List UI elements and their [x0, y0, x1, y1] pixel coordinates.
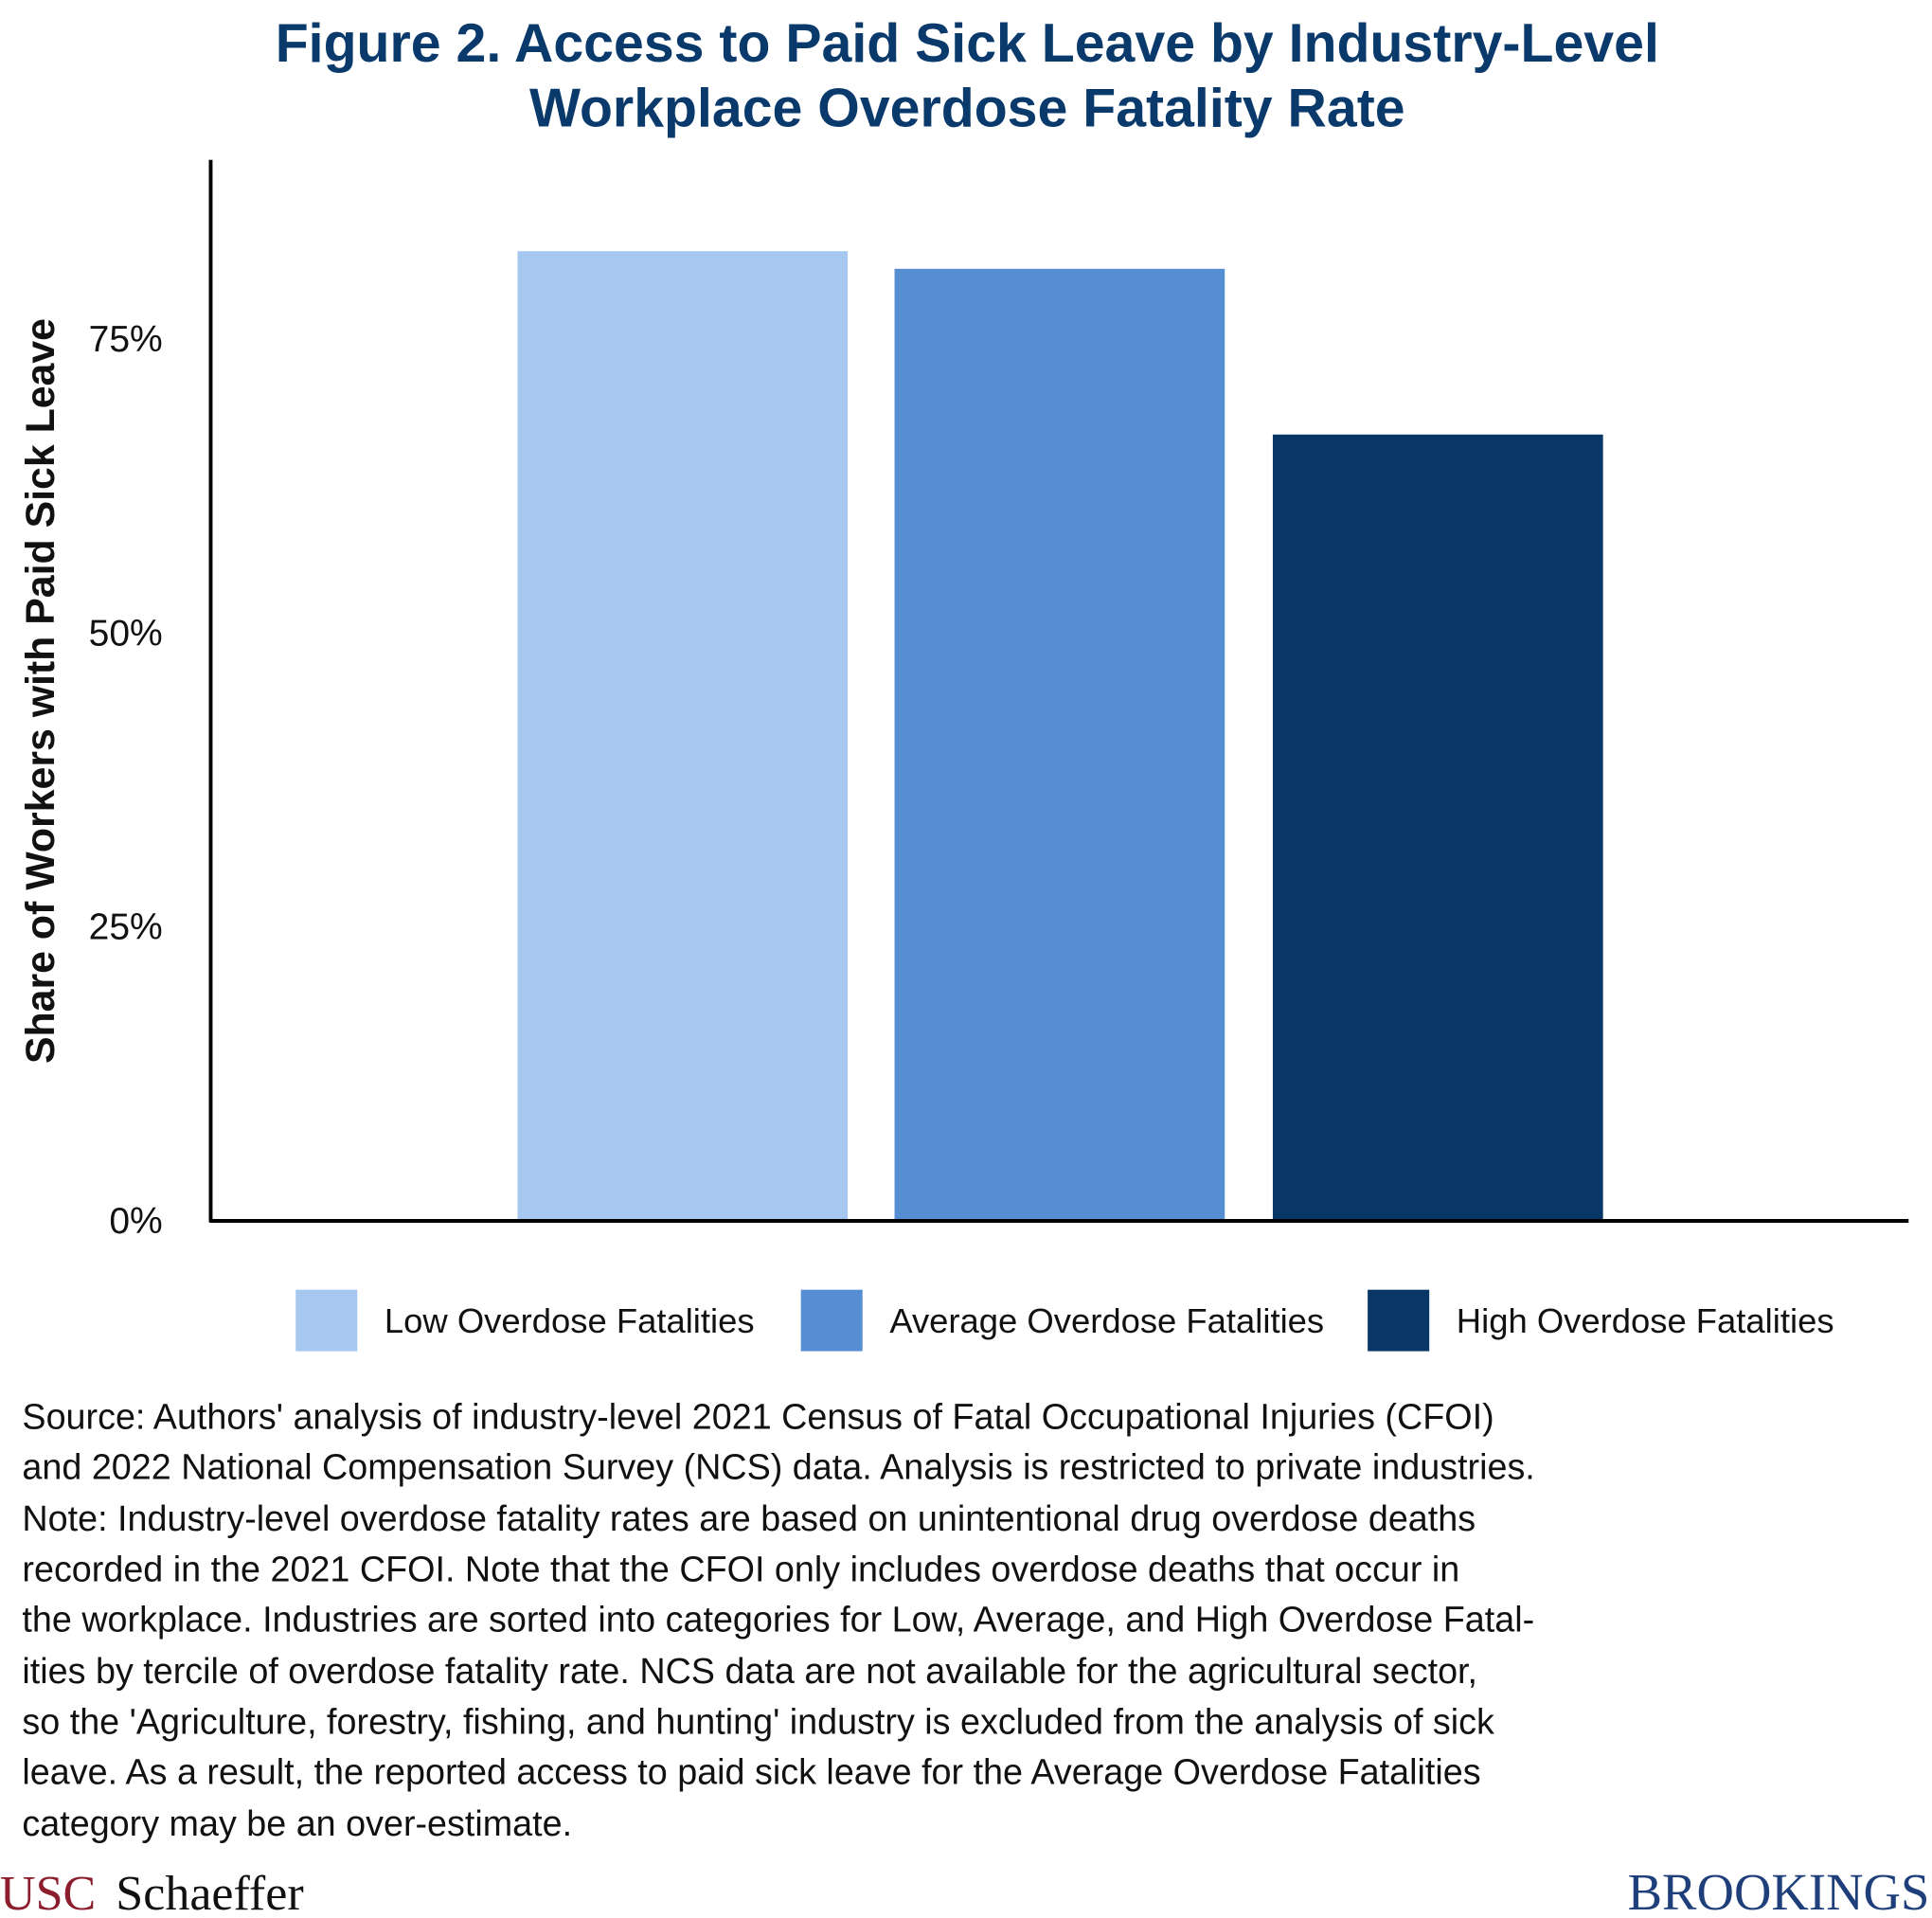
y-tick-label: 75%	[89, 319, 163, 360]
chart-title-line-2: Workplace Overdose Fatality Rate	[529, 79, 1405, 139]
note-line: ities by tercile of overdose fatality ra…	[22, 1651, 1477, 1691]
note-line: Source: Authors' analysis of industry-le…	[22, 1396, 1494, 1436]
legend-label-average: Average Overdose Fatalities	[889, 1301, 1324, 1340]
bar-low	[517, 251, 849, 1221]
legend-swatch-average	[800, 1289, 863, 1352]
legend-swatch-low	[295, 1289, 358, 1352]
note-line: leave. As a result, the reported access …	[22, 1752, 1480, 1792]
schaeffer-logo: Schaeffer	[116, 1867, 303, 1918]
note-line: so the 'Agriculture, forestry, fishing, …	[22, 1701, 1494, 1741]
bar-high	[1272, 434, 1603, 1221]
usc-logo: USC	[0, 1867, 96, 1918]
note-line: recorded in the 2021 CFOI. Note that the…	[22, 1549, 1459, 1588]
note-line: and 2022 National Compensation Survey (N…	[22, 1447, 1534, 1487]
note-line: category may be an over-estimate.	[22, 1803, 572, 1843]
y-tick-label: 25%	[89, 907, 163, 948]
legend-label-high: High Overdose Fatalities	[1457, 1301, 1834, 1340]
bar-average	[894, 268, 1225, 1221]
note-line: Note: Industry-level overdose fatality r…	[22, 1498, 1476, 1538]
note-line: the workplace. Industries are sorted int…	[22, 1600, 1534, 1640]
chart-title-line-1: Figure 2. Access to Paid Sick Leave by I…	[276, 13, 1659, 74]
source-note: Source: Authors' analysis of industry-le…	[22, 1396, 1534, 1843]
legend: Low Overdose Fatalities Average Overdose…	[295, 1289, 1834, 1352]
legend-label-low: Low Overdose Fatalities	[385, 1301, 755, 1340]
y-tick-label: 50%	[89, 614, 163, 654]
y-axis-label: Share of Workers with Paid Sick Leave	[18, 318, 63, 1064]
brookings-logo: BROOKINGS	[1628, 1863, 1930, 1918]
y-tick-label: 0%	[109, 1201, 162, 1242]
legend-swatch-high	[1368, 1289, 1430, 1352]
